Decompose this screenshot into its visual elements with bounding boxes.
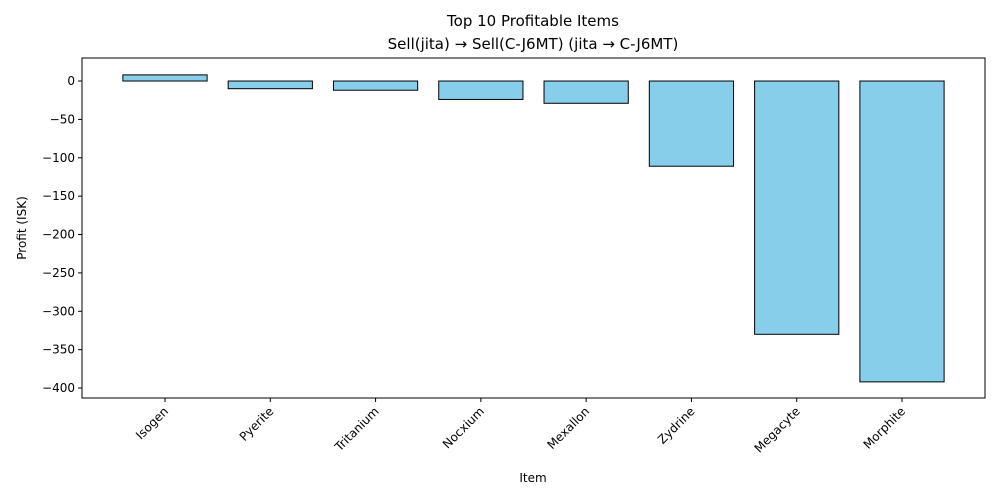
y-tick-label: −250 xyxy=(42,266,75,280)
x-axis-label: Item xyxy=(519,471,546,485)
y-tick-label: −150 xyxy=(42,189,75,203)
bar-morphite xyxy=(859,80,945,383)
bar-megacyte xyxy=(754,80,840,335)
bars-group xyxy=(122,74,945,383)
y-tick-label: −100 xyxy=(42,151,75,165)
y-ticks-group: 0 −50 −100 −150 −200 −250 −300 −350 −400 xyxy=(42,74,82,395)
y-axis-label: Profit (ISK) xyxy=(15,196,29,260)
x-tick-label: Tritanium xyxy=(331,404,381,454)
chart-subtitle: Sell(jita) → Sell(C-J6MT) (jita → C-J6MT… xyxy=(388,35,679,53)
x-tick-label: Zydrine xyxy=(655,404,698,447)
bar-zydrine xyxy=(648,80,735,167)
bar-pyerite xyxy=(227,80,313,90)
x-tick-label: Nocxium xyxy=(440,404,487,451)
x-ticks-group: Isogen Pyerite Tritanium Nocxium Mexallon Zyd… xyxy=(133,398,908,455)
bar-mexallon xyxy=(543,80,629,104)
x-tick-label: Megacyte xyxy=(752,404,803,455)
chart-title: Top 10 Profitable Items xyxy=(446,12,619,30)
bar-nocxium xyxy=(438,80,524,100)
bar-isogen xyxy=(122,74,208,82)
bar-tritanium xyxy=(332,80,419,91)
x-tick-label: Morphite xyxy=(861,404,909,452)
plot-frame xyxy=(81,57,986,399)
y-tick-label: 0 xyxy=(67,74,75,88)
x-tick-label: Isogen xyxy=(133,404,171,442)
x-tick-label: Pyerite xyxy=(237,404,277,444)
x-tick-label: Mexallon xyxy=(544,404,592,452)
y-tick-label: −200 xyxy=(42,228,75,242)
y-tick-label: −400 xyxy=(42,381,75,395)
y-tick-label: −350 xyxy=(42,343,75,357)
y-tick-label: −300 xyxy=(42,304,75,318)
y-tick-label: −50 xyxy=(50,112,75,126)
